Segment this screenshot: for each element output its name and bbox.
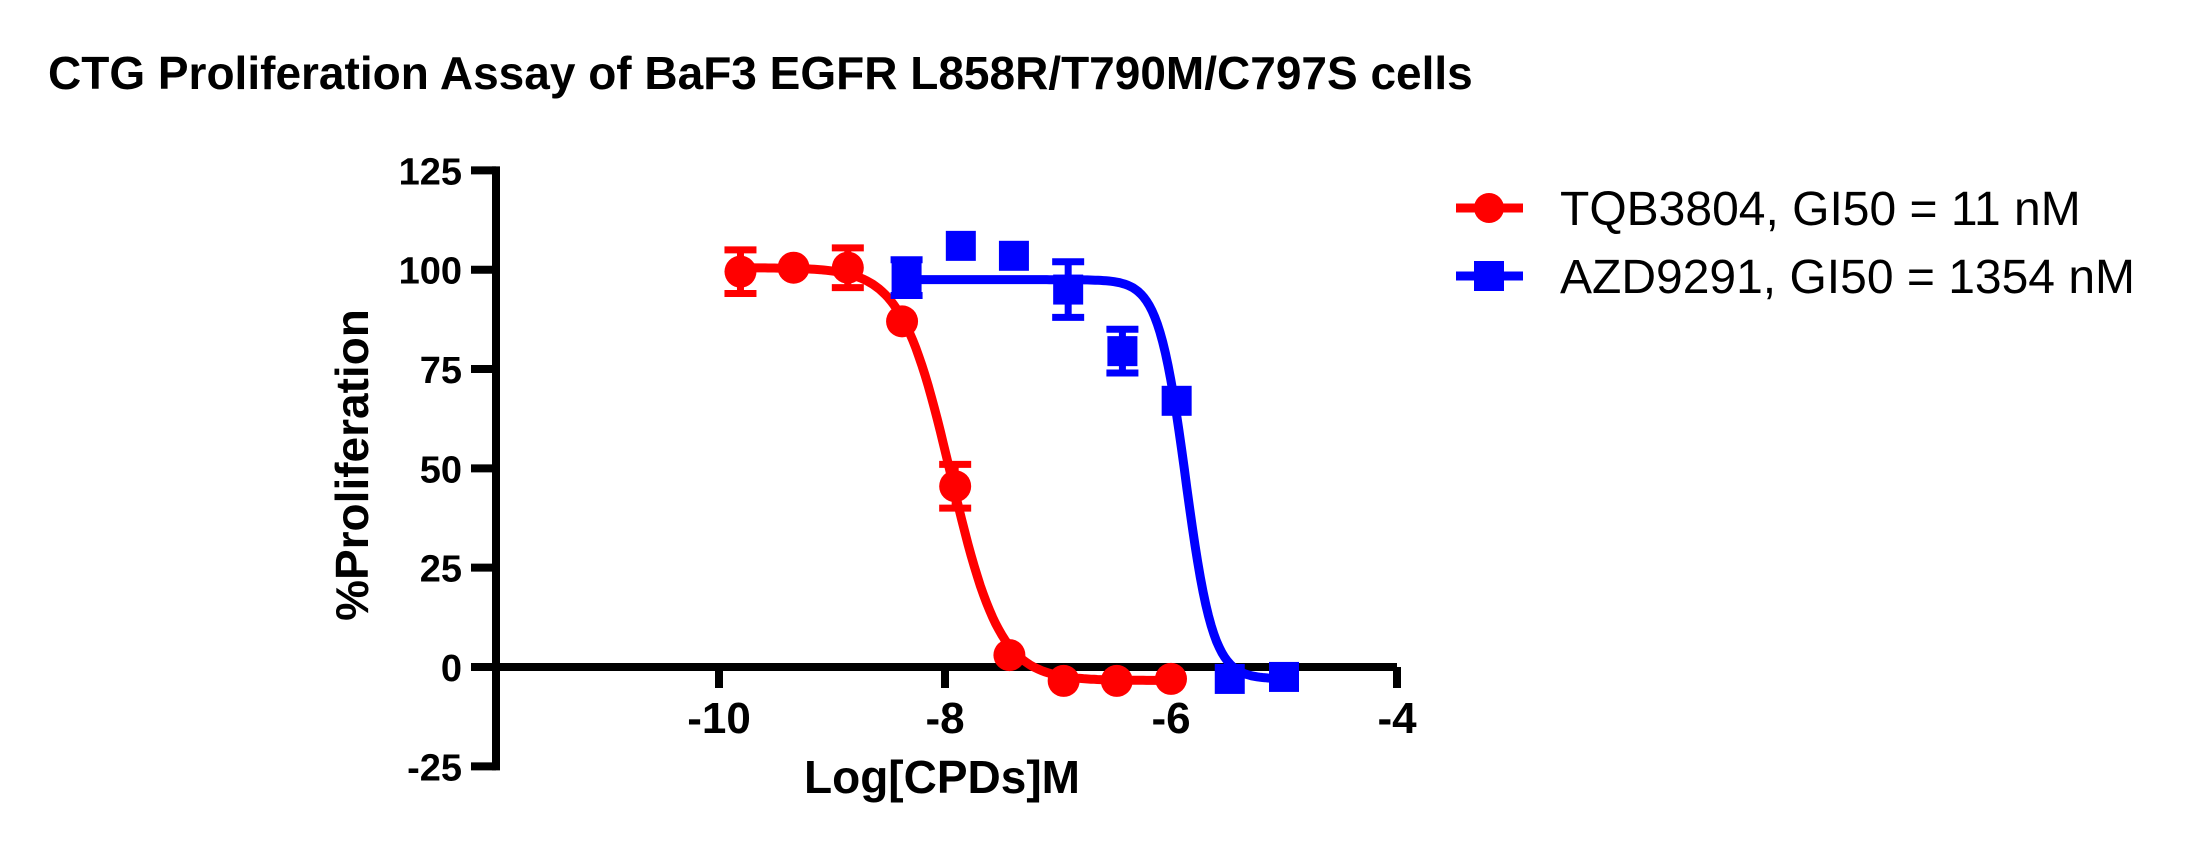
- data-point-square: [1214, 663, 1245, 694]
- data-point-circle: [1155, 662, 1187, 695]
- data-point-circle: [1100, 664, 1133, 697]
- legend-circle-marker-icon: [1474, 193, 1504, 223]
- series-tqb3804: [724, 244, 1187, 697]
- data-point-circle: [993, 639, 1026, 672]
- fit-curve-azd9291: [902, 275, 1289, 684]
- data-point-square: [891, 262, 922, 293]
- data-point-square: [1161, 385, 1192, 416]
- y-tick-label: 50: [420, 449, 462, 491]
- data-series: [724, 230, 1299, 697]
- y-tick-label: 25: [420, 549, 462, 591]
- x-tick-label: -8: [925, 694, 964, 743]
- data-point-square: [1053, 274, 1084, 305]
- data-point-square: [945, 230, 976, 261]
- y-tick-label: -25: [407, 747, 462, 789]
- legend-item-azd9291: AZD9291, GI50 = 1354 nM: [1456, 251, 2135, 304]
- data-point-circle: [939, 470, 972, 503]
- data-point-circle: [886, 305, 919, 338]
- legend-label-azd9291: AZD9291, GI50 = 1354 nM: [1560, 251, 2135, 304]
- data-point-circle: [724, 255, 757, 288]
- x-tick-label: -6: [1151, 694, 1190, 743]
- legend: TQB3804, GI50 = 11 nM AZD9291, GI50 = 13…: [1456, 183, 2135, 304]
- y-axis-title: %Proliferation: [326, 309, 378, 621]
- data-point-square: [1107, 336, 1138, 367]
- y-tick-label: 125: [399, 151, 462, 193]
- data-point-square: [1269, 661, 1299, 692]
- legend-square-marker-icon: [1474, 261, 1504, 291]
- x-axis-title: Log[CPDs]M: [804, 751, 1080, 803]
- legend-item-tqb3804: TQB3804, GI50 = 11 nM: [1456, 183, 2081, 236]
- data-point-circle: [1047, 664, 1080, 697]
- series-azd9291: [890, 230, 1299, 694]
- legend-label-tqb3804: TQB3804, GI50 = 11 nM: [1560, 183, 2081, 236]
- y-tick-label: 100: [399, 251, 462, 293]
- x-tick-label: -10: [687, 694, 751, 743]
- data-point-circle: [777, 251, 810, 284]
- axes: 125 100 75 50 25 0 -25 -10 -8 -6 -4: [399, 151, 1417, 789]
- y-tick-label: 75: [420, 350, 462, 392]
- data-point-square: [998, 240, 1029, 271]
- chart-title: CTG Proliferation Assay of BaF3 EGFR L85…: [48, 47, 1473, 99]
- data-point-circle: [831, 251, 864, 284]
- x-tick-label: -4: [1377, 694, 1417, 743]
- y-tick-label: 0: [441, 648, 462, 690]
